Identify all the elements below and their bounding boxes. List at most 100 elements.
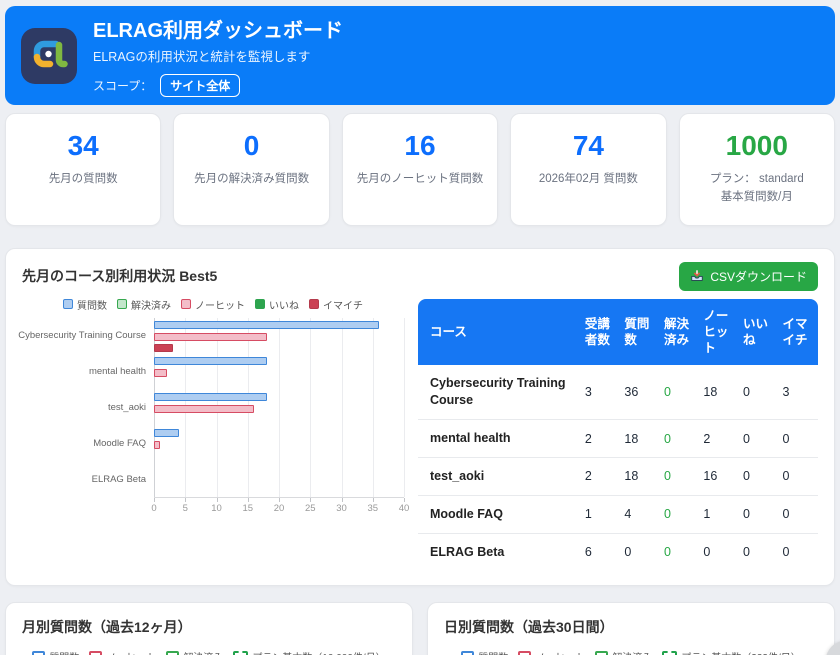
legend-item-ノーヒット[interactable]: ノーヒット	[518, 649, 585, 655]
stat-value: 1000	[725, 130, 788, 161]
bar-category-label: mental health	[88, 366, 146, 378]
stat-label: プラン： standard 基本質問数/月	[709, 173, 804, 203]
outline-green-swatch-icon	[595, 650, 609, 655]
value-cell: 0	[739, 458, 779, 496]
legend-item-解決済み[interactable]: 解決済み	[595, 649, 652, 655]
table-row: mental health 2 18 0 2 0 0	[418, 420, 818, 458]
value-cell: 0	[739, 496, 779, 534]
value-cell: 0	[703, 545, 711, 560]
x-tick-mark	[372, 497, 374, 502]
value-cell: 0	[739, 420, 779, 458]
monthly-chart-legend: 質問数 ノーヒット 解決済み プラン基本数（10,000件/月）	[22, 649, 396, 655]
legend-item-いいね[interactable]: いいね	[255, 297, 299, 312]
bar-質問数	[154, 429, 179, 438]
bar-質問数	[154, 393, 267, 402]
legend-item-質問数[interactable]: 質問数	[63, 297, 107, 312]
course-panel-title: 先月のコース別利用状況 Best5	[22, 268, 218, 285]
course-name-cell: test_aoki	[418, 458, 581, 496]
grid-line	[341, 317, 343, 497]
outline-red-swatch-icon	[518, 650, 532, 655]
bar-イマイチ	[154, 344, 173, 353]
value-cell: 2	[580, 458, 621, 496]
course-name-cell: Cybersecurity Training Course	[418, 365, 581, 421]
value-cell: 18	[620, 420, 660, 458]
bar-plot-area	[154, 317, 405, 498]
stat-label: 先月の解決済み質問数	[194, 173, 310, 185]
stat-label: 先月の質問数	[48, 173, 118, 185]
column-header-コース: コース	[418, 298, 581, 366]
grid-line	[372, 317, 374, 497]
daily-questions-panel: 日別質問数（過去30日間） 質問数 ノーヒット 解決済み プラン基本数（333件/日）…	[427, 601, 835, 655]
x-tick-label: 30	[336, 502, 347, 514]
course-table: コース 受講者数 質問数 解決済み ノーヒット いいね イマイチ Cybersecurity…	[418, 298, 818, 571]
x-tick-label: 10	[211, 502, 222, 514]
outline-red-swatch-icon	[181, 299, 191, 310]
bar-質問数	[154, 321, 379, 330]
course-bar-chart: 質問数 解決済み ノーヒット いいね イマイチ Cybersecurity Traini…	[18, 297, 409, 571]
x-tick-mark	[216, 497, 218, 502]
daily-chart-legend: 質問数 ノーヒット 解決済み プラン基本数（333件/日）	[444, 649, 818, 655]
x-tick-mark	[310, 497, 312, 502]
legend-item-解決済み[interactable]: 解決済み	[117, 297, 171, 312]
table-row: Moodle FAQ 1 4 0 1 0 0	[418, 496, 818, 534]
course-table-header-row: コース 受講者数 質問数 解決済み ノーヒット いいね イマイチ	[418, 298, 818, 366]
course-usage-panel: 先月のコース別利用状況 Best5 CSVダウンロード 質問数 解決済み ノーヒット…	[5, 247, 835, 586]
legend-item-質問数[interactable]: 質問数	[461, 649, 508, 655]
bar-category-label: Moodle FAQ	[93, 438, 146, 450]
value-cell: 1	[580, 496, 621, 534]
dashed-line-swatch-icon	[233, 650, 249, 655]
grid-line	[404, 317, 405, 497]
value-cell: 0	[739, 365, 779, 421]
value-cell: 3	[778, 365, 818, 421]
header-banner: ELRAG利用ダッシュボード ELRAGの利用状況と統計を監視します スコープ：…	[5, 6, 835, 105]
x-tick-mark	[404, 497, 405, 502]
stat-value: 34	[67, 130, 99, 161]
column-header-ノーヒット: ノーヒット	[699, 298, 739, 366]
legend-item-解決済み[interactable]: 解決済み	[166, 649, 223, 655]
value-cell: 0	[778, 458, 818, 496]
csv-download-button[interactable]: CSVダウンロード	[679, 261, 818, 291]
bar-category-label: Cybersecurity Training Course	[18, 330, 146, 342]
column-header-イマイチ: イマイチ	[778, 298, 818, 366]
bar-chart-legend: 質問数 解決済み ノーヒット いいね イマイチ	[22, 297, 404, 312]
stat-card-3: 74 2026年02月 質問数	[510, 113, 667, 226]
legend-label: プラン基本数（10,000件/月）	[252, 649, 385, 655]
course-name-cell: ELRAG Beta	[430, 544, 505, 559]
legend-item-イマイチ[interactable]: イマイチ	[309, 297, 363, 312]
stat-value: 16	[404, 130, 436, 161]
column-header-解決済み: 解決済み	[659, 298, 700, 366]
x-tick-label: 40	[398, 502, 410, 514]
csv-button-label: CSVダウンロード	[710, 269, 807, 284]
x-tick-label: 25	[304, 502, 316, 514]
bar-ノーヒット	[154, 332, 267, 341]
legend-item-質問数[interactable]: 質問数	[32, 649, 79, 655]
legend-label: ノーヒット	[195, 300, 245, 312]
value-cell: 0	[743, 545, 750, 560]
bar-category-labels: Cybersecurity Training Course mental heal…	[18, 318, 154, 516]
x-tick-mark	[279, 497, 280, 502]
table-row: test_aoki 2 18 0 16 0 0	[418, 458, 818, 496]
value-cell: 1	[699, 496, 739, 534]
bar-ノーヒット	[154, 440, 161, 449]
column-header-いいね: いいね	[739, 298, 779, 366]
stat-card-0: 34 先月の質問数	[5, 113, 162, 226]
bottom-charts-row: 月別質問数（過去12ヶ月） 質問数 ノーヒット 解決済み プラン基本数（10,000件…	[5, 601, 835, 655]
x-tick-label: 20	[273, 502, 285, 514]
outline-green-swatch-icon	[117, 299, 127, 310]
stat-card-4: 1000 プラン： standard 基本質問数/月	[678, 113, 835, 226]
scope-badge: サイト全体	[160, 74, 241, 97]
stat-card-1: 0 先月の解決済み質問数	[173, 113, 330, 226]
value-cell: 0	[659, 420, 700, 458]
grid-line	[310, 317, 312, 497]
outline-red-swatch-icon	[89, 650, 103, 655]
bar-x-axis: 0 5 10 15 20 25 30 35 40	[151, 497, 409, 516]
legend-item-ノーヒット[interactable]: ノーヒット	[181, 297, 245, 312]
x-tick-mark	[247, 497, 249, 502]
legend-item-ノーヒット[interactable]: ノーヒット	[89, 649, 156, 655]
legend-item-プラン基本数（10,000件/月）[interactable]: プラン基本数（10,000件/月）	[233, 649, 386, 655]
value-cell: 0	[659, 365, 700, 421]
legend-item-プラン基本数（333件/日）[interactable]: プラン基本数（333件/日）	[662, 649, 801, 655]
legend-label: 質問数	[478, 649, 508, 655]
bar-ノーヒット	[154, 404, 254, 413]
